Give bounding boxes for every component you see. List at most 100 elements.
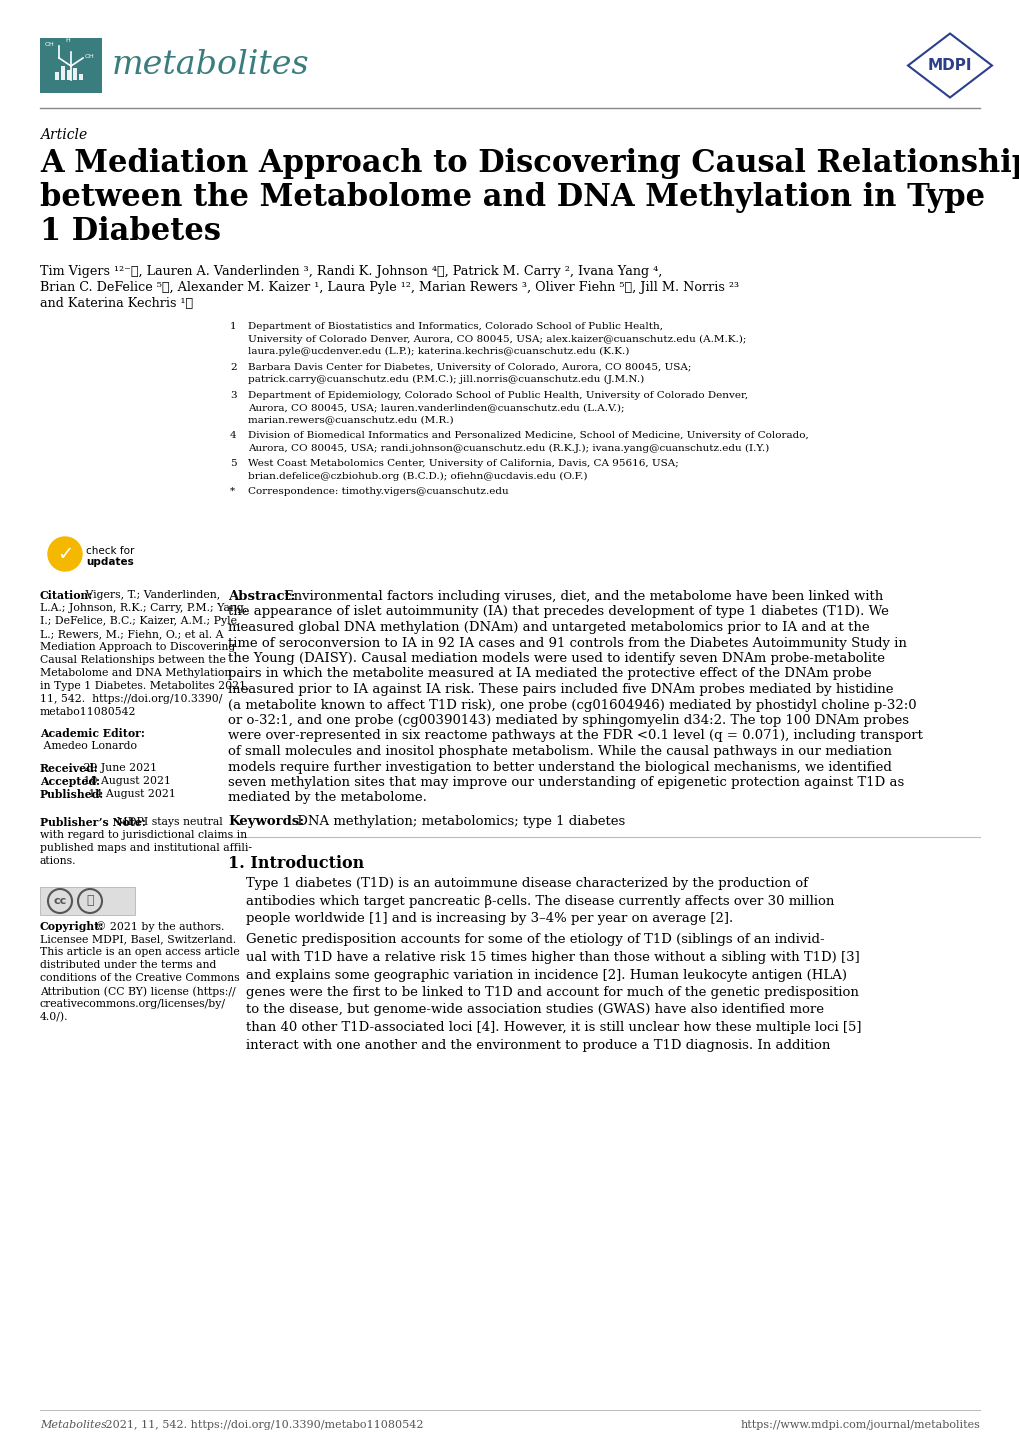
Text: Aurora, CO 80045, USA; randi.johnson@cuanschutz.edu (R.K.J.); ivana.yang@cuansch: Aurora, CO 80045, USA; randi.johnson@cua…: [248, 444, 768, 453]
Text: Metabolites: Metabolites: [40, 1420, 107, 1430]
Text: 2021, 11, 542. https://doi.org/10.3390/metabo11080542: 2021, 11, 542. https://doi.org/10.3390/m…: [102, 1420, 423, 1430]
FancyBboxPatch shape: [40, 37, 102, 92]
Text: pairs in which the metabolite measured at IA mediated the protective effect of t: pairs in which the metabolite measured a…: [228, 668, 871, 681]
Text: seven methylation sites that may improve our understanding of epigenetic protect: seven methylation sites that may improve…: [228, 776, 904, 789]
Text: Amedeo Lonardo: Amedeo Lonardo: [40, 741, 137, 751]
Text: Vigers, T.; Vanderlinden,: Vigers, T.; Vanderlinden,: [82, 590, 220, 600]
Text: Abstract:: Abstract:: [228, 590, 296, 603]
Text: 11, 542.  https://doi.org/10.3390/: 11, 542. https://doi.org/10.3390/: [40, 694, 222, 704]
Text: cc: cc: [53, 895, 66, 906]
Text: 2: 2: [229, 362, 236, 372]
Text: 3: 3: [229, 391, 236, 399]
Text: Department of Epidemiology, Colorado School of Public Health, University of Colo: Department of Epidemiology, Colorado Sch…: [248, 391, 747, 399]
Text: © 2021 by the authors.: © 2021 by the authors.: [92, 921, 224, 932]
Circle shape: [48, 536, 82, 571]
Text: the Young (DAISY). Causal mediation models were used to identify seven DNAm prob: the Young (DAISY). Causal mediation mode…: [228, 652, 884, 665]
Text: 1. Introduction: 1. Introduction: [228, 855, 364, 872]
Text: Accepted:: Accepted:: [40, 776, 100, 787]
Text: conditions of the Creative Commons: conditions of the Creative Commons: [40, 973, 239, 983]
Text: models require further investigation to better understand the biological mechani: models require further investigation to …: [228, 760, 891, 773]
Text: Citation:: Citation:: [40, 590, 93, 601]
Text: brian.defelice@czbiohub.org (B.C.D.); ofiehn@ucdavis.edu (O.F.): brian.defelice@czbiohub.org (B.C.D.); of…: [248, 472, 587, 480]
Text: L.; Rewers, M.; Fiehn, O.; et al. A: L.; Rewers, M.; Fiehn, O.; et al. A: [40, 629, 223, 639]
Text: ⓘ: ⓘ: [87, 894, 94, 907]
Text: L.A.; Johnson, R.K.; Carry, P.M.; Yang,: L.A.; Johnson, R.K.; Carry, P.M.; Yang,: [40, 603, 247, 613]
Text: with regard to jurisdictional claims in: with regard to jurisdictional claims in: [40, 831, 247, 841]
Text: Published:: Published:: [40, 789, 104, 800]
Text: mediated by the metabolome.: mediated by the metabolome.: [228, 792, 427, 805]
Text: Brian C. DeFelice ⁵ⓘ, Alexander M. Kaizer ¹, Laura Pyle ¹², Marian Rewers ³, Oli: Brian C. DeFelice ⁵ⓘ, Alexander M. Kaize…: [40, 281, 739, 294]
Text: Environmental factors including viruses, diet, and the metabolome have been link: Environmental factors including viruses,…: [283, 590, 882, 603]
Text: measured global DNA methylation (DNAm) and untargeted metabolomics prior to IA a: measured global DNA methylation (DNAm) a…: [228, 622, 869, 634]
Text: the appearance of islet autoimmunity (IA) that precedes development of type 1 di: the appearance of islet autoimmunity (IA…: [228, 606, 888, 619]
Text: 1: 1: [229, 322, 236, 332]
Text: time of seroconversion to IA in 92 IA cases and 91 controls from the Diabetes Au: time of seroconversion to IA in 92 IA ca…: [228, 636, 906, 649]
Text: ✓: ✓: [57, 545, 73, 564]
Text: A Mediation Approach to Discovering Causal Relationships: A Mediation Approach to Discovering Caus…: [40, 149, 1019, 179]
FancyBboxPatch shape: [40, 887, 135, 916]
Text: Received:: Received:: [40, 763, 99, 774]
Text: updates: updates: [86, 557, 133, 567]
Text: Licensee MDPI, Basel, Switzerland.: Licensee MDPI, Basel, Switzerland.: [40, 934, 235, 945]
Bar: [73, 68, 76, 79]
Text: Aurora, CO 80045, USA; lauren.vanderlinden@cuanschutz.edu (L.A.V.);: Aurora, CO 80045, USA; lauren.vanderlind…: [248, 402, 624, 412]
Text: measured prior to IA against IA risk. These pairs included five DNAm probes medi: measured prior to IA against IA risk. Th…: [228, 684, 893, 696]
Text: H: H: [65, 39, 69, 43]
Text: https://www.mdpi.com/journal/metabolites: https://www.mdpi.com/journal/metabolites: [740, 1420, 979, 1430]
Text: 29 June 2021: 29 June 2021: [81, 763, 158, 773]
Text: Department of Biostatistics and Informatics, Colorado School of Public Health,: Department of Biostatistics and Informat…: [248, 322, 662, 332]
Text: *: *: [229, 487, 235, 496]
Text: MDPI: MDPI: [927, 58, 971, 74]
Text: Causal Relationships between the: Causal Relationships between the: [40, 655, 225, 665]
Text: Copyright:: Copyright:: [40, 921, 104, 932]
Text: Article: Article: [40, 128, 88, 141]
Text: patrick.carry@cuanschutz.edu (P.M.C.); jill.norris@cuanschutz.edu (J.M.N.): patrick.carry@cuanschutz.edu (P.M.C.); j…: [248, 375, 644, 384]
Text: West Coast Metabolomics Center, University of California, Davis, CA 95616, USA;: West Coast Metabolomics Center, Universi…: [248, 459, 678, 469]
Text: 4: 4: [229, 431, 236, 440]
Text: University of Colorado Denver, Aurora, CO 80045, USA; alex.kaizer@cuanschutz.edu: University of Colorado Denver, Aurora, C…: [248, 335, 746, 343]
Text: I.; DeFelice, B.C.; Kaizer, A.M.; Pyle,: I.; DeFelice, B.C.; Kaizer, A.M.; Pyle,: [40, 616, 240, 626]
Text: 4.0/).: 4.0/).: [40, 1012, 68, 1022]
Text: distributed under the terms and: distributed under the terms and: [40, 960, 216, 970]
Text: 5: 5: [229, 459, 236, 469]
Text: metabolites: metabolites: [112, 49, 310, 82]
Text: Type 1 diabetes (T1D) is an autoimmune disease characterized by the production o: Type 1 diabetes (T1D) is an autoimmune d…: [246, 877, 834, 924]
Text: 1 Diabetes: 1 Diabetes: [40, 216, 221, 247]
Text: Keywords:: Keywords:: [228, 815, 304, 828]
Bar: [55, 72, 59, 79]
Text: marian.rewers@cuanschutz.edu (M.R.): marian.rewers@cuanschutz.edu (M.R.): [248, 415, 453, 424]
Text: creativecommons.org/licenses/by/: creativecommons.org/licenses/by/: [40, 999, 226, 1009]
Text: or o-32:1, and one probe (cg00390143) mediated by sphingomyelin d34:2. The top 1: or o-32:1, and one probe (cg00390143) me…: [228, 714, 908, 727]
Bar: [78, 74, 83, 79]
Text: between the Metabolome and DNA Methylation in Type: between the Metabolome and DNA Methylati…: [40, 182, 984, 213]
Text: OH: OH: [85, 53, 95, 59]
Text: This article is an open access article: This article is an open access article: [40, 947, 239, 957]
Text: Tim Vigers ¹²⁻ⓘ, Lauren A. Vanderlinden ³, Randi K. Johnson ⁴ⓘ, Patrick M. Carry: Tim Vigers ¹²⁻ⓘ, Lauren A. Vanderlinden …: [40, 265, 661, 278]
Text: metabo11080542: metabo11080542: [40, 707, 137, 717]
Text: Mediation Approach to Discovering: Mediation Approach to Discovering: [40, 642, 235, 652]
Text: 10 August 2021: 10 August 2021: [81, 776, 171, 786]
Text: OH: OH: [45, 42, 55, 46]
Text: check for: check for: [86, 547, 135, 557]
Text: published maps and institutional affili-: published maps and institutional affili-: [40, 844, 252, 854]
Text: MDPI stays neutral: MDPI stays neutral: [113, 818, 222, 828]
Text: ations.: ations.: [40, 857, 76, 867]
Text: (a metabolite known to affect T1D risk), one probe (cg01604946) mediated by phos: (a metabolite known to affect T1D risk),…: [228, 698, 916, 711]
Text: 14 August 2021: 14 August 2021: [85, 789, 175, 799]
Text: Genetic predisposition accounts for some of the etiology of T1D (siblings of an : Genetic predisposition accounts for some…: [246, 933, 861, 1051]
Bar: [61, 66, 65, 79]
Text: laura.pyle@ucdenver.edu (L.P.); katerina.kechris@cuanschutz.edu (K.K.): laura.pyle@ucdenver.edu (L.P.); katerina…: [248, 348, 629, 356]
Text: Barbara Davis Center for Diabetes, University of Colorado, Aurora, CO 80045, USA: Barbara Davis Center for Diabetes, Unive…: [248, 362, 691, 372]
Text: in Type 1 Diabetes. Metabolites 2021,: in Type 1 Diabetes. Metabolites 2021,: [40, 681, 250, 691]
Bar: [67, 71, 71, 79]
Text: Division of Biomedical Informatics and Personalized Medicine, School of Medicine: Division of Biomedical Informatics and P…: [248, 431, 808, 440]
Text: Metabolome and DNA Methylation: Metabolome and DNA Methylation: [40, 668, 231, 678]
Text: Publisher’s Note:: Publisher’s Note:: [40, 818, 146, 828]
Text: Academic Editor:: Academic Editor:: [40, 728, 145, 738]
Text: were over-represented in six reactome pathways at the FDR <0.1 level (q = 0.071): were over-represented in six reactome pa…: [228, 730, 922, 743]
Text: and Katerina Kechris ¹ⓘ: and Katerina Kechris ¹ⓘ: [40, 297, 193, 310]
Text: DNA methylation; metabolomics; type 1 diabetes: DNA methylation; metabolomics; type 1 di…: [292, 815, 625, 828]
Text: Attribution (CC BY) license (https://: Attribution (CC BY) license (https://: [40, 986, 235, 996]
Text: Correspondence: timothy.vigers@cuanschutz.edu: Correspondence: timothy.vigers@cuanschut…: [248, 487, 508, 496]
Text: of small molecules and inositol phosphate metabolism. While the causal pathways : of small molecules and inositol phosphat…: [228, 746, 891, 758]
